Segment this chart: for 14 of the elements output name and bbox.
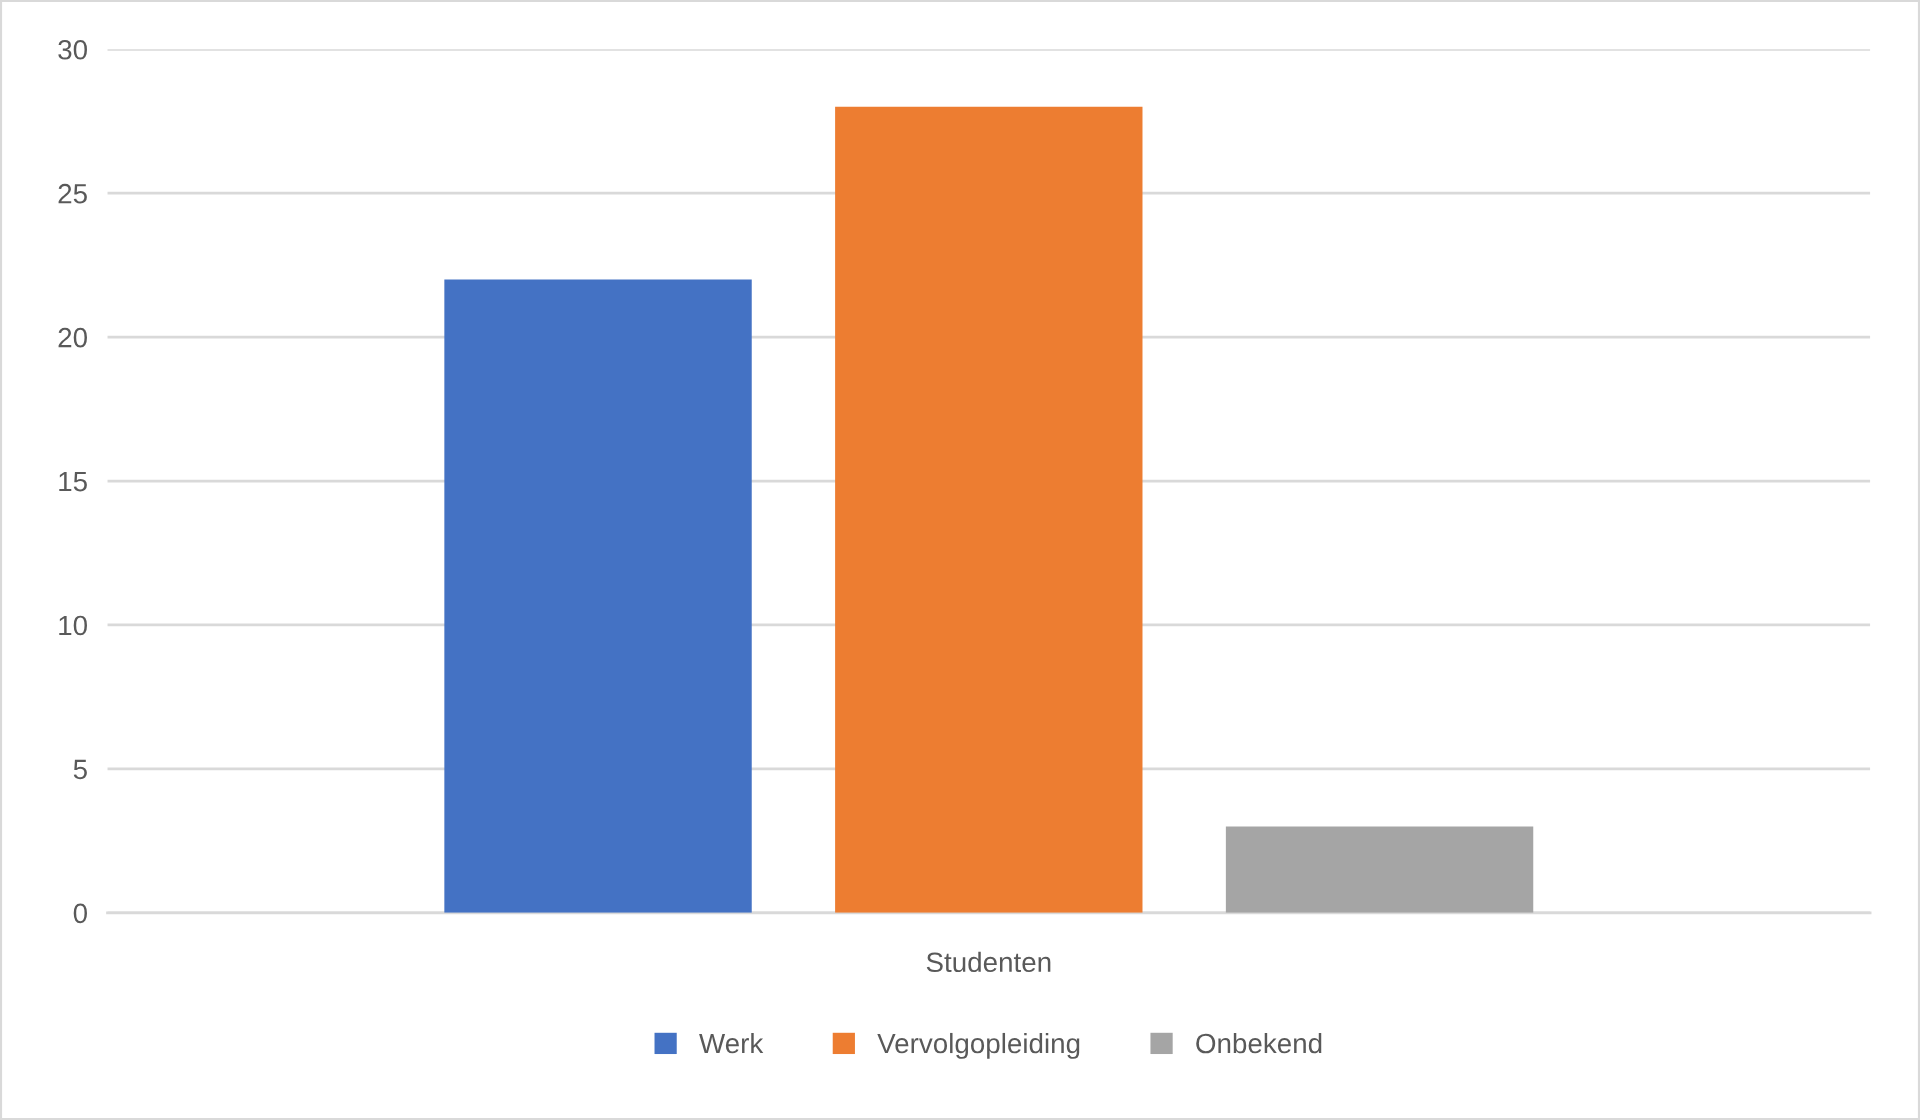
y-tick-label: 30 xyxy=(58,39,87,60)
y-tick-label: 5 xyxy=(73,759,87,780)
x-tick-label: Studenten xyxy=(926,951,1051,973)
y-tick-label: 25 xyxy=(58,183,87,204)
legend-label: Vervolgopleiding xyxy=(877,1032,1080,1059)
legend-label: Onbekend xyxy=(1196,1032,1322,1054)
y-tick-label: 10 xyxy=(59,615,87,636)
y-tick-label: 0 xyxy=(73,903,87,924)
legend-label: Werk xyxy=(699,1032,764,1054)
y-tick-label: 15 xyxy=(59,471,87,492)
bar xyxy=(1225,826,1534,913)
bar xyxy=(444,279,752,913)
y-tick-label: 20 xyxy=(58,327,87,348)
bar xyxy=(835,106,1143,913)
